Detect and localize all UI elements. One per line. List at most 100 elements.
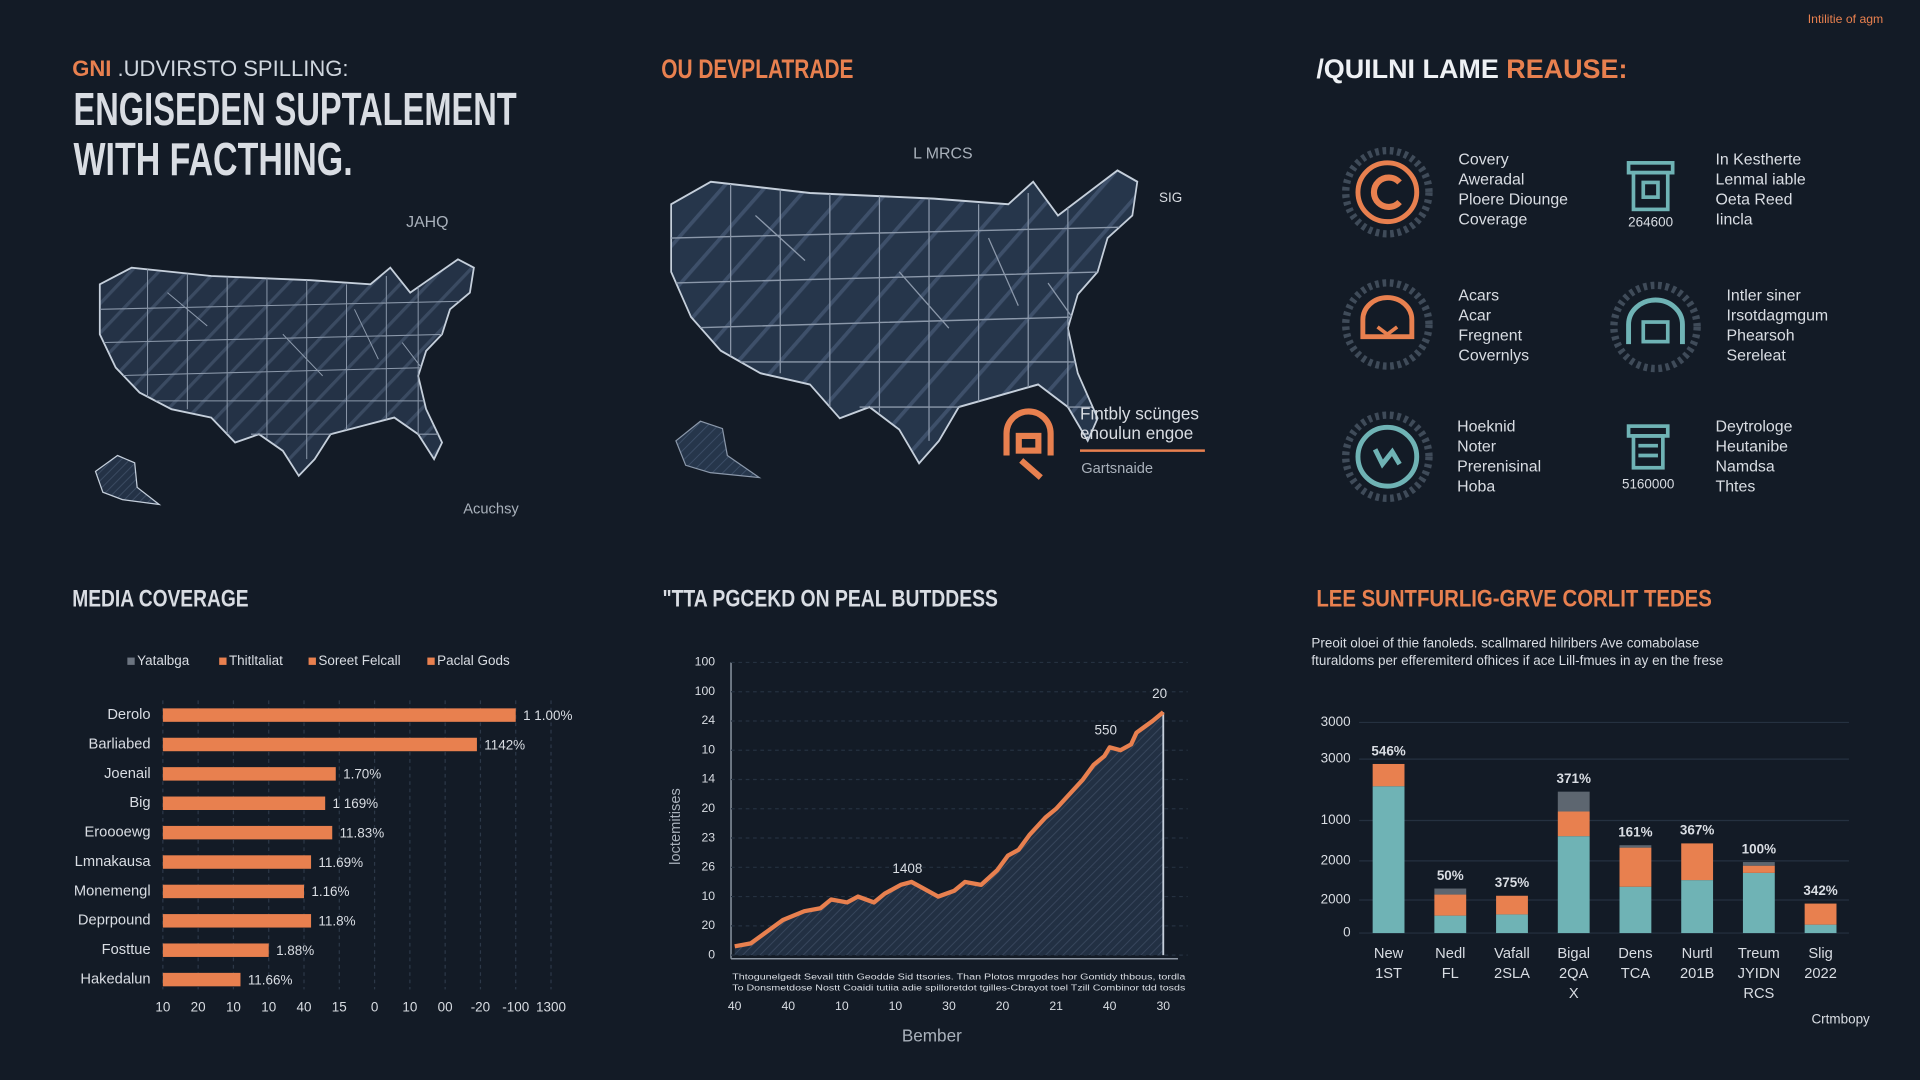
x-tick-label: 1300 (536, 999, 566, 1014)
bar-segment (1804, 903, 1837, 925)
bar (162, 825, 333, 840)
area (734, 712, 1164, 956)
feature-text: Hoeknid (1457, 419, 1515, 436)
category-label: Barliabed (89, 736, 151, 752)
y-tick-label: 3000 (1321, 714, 1351, 729)
feature-text: Acars (1458, 288, 1499, 305)
value-label: 11.66% (248, 972, 293, 987)
panel-title: /QUILNI LAME REAUSE: (1316, 54, 1627, 84)
value-label: 1 1.00% (523, 708, 572, 723)
x-tick-label: 10 (835, 999, 849, 1013)
y-tick-label: 20 (701, 918, 715, 932)
y-tick-label: 10 (701, 742, 715, 756)
x-tick-label: X (1569, 986, 1579, 1002)
map-label: JAHQ (406, 214, 448, 231)
header-title: ENGISEDEN SUPTALEMENT (73, 83, 516, 135)
total-label: 50% (1437, 868, 1464, 883)
value-label: 11.83% (340, 825, 385, 840)
icon (1626, 424, 1670, 470)
header-title: WITH FACTHING. (73, 133, 352, 185)
legend-swatch (308, 657, 316, 665)
bar (162, 855, 312, 869)
feature-text: Coverage (1458, 211, 1527, 228)
bar-segment (1742, 862, 1775, 866)
chart-title: LEE SUNTFURLIG-GRVE CORLIT TEDES (1316, 585, 1712, 612)
bar (162, 737, 477, 752)
x-tick-label: 15 (332, 999, 347, 1014)
total-label: 161% (1618, 825, 1652, 840)
x-tick-label: 10 (402, 999, 417, 1014)
x-tick-label: 40 (728, 999, 742, 1013)
y-tick-label: 26 (701, 860, 715, 874)
category-label: Lmnakausa (75, 854, 152, 870)
x-tick-label: 10 (155, 999, 170, 1014)
value-label: 1142% (484, 737, 525, 752)
chart-subtitle: Preoit oloei of thie fanoleds. scallmare… (1311, 636, 1699, 651)
pin-icon (1003, 408, 1054, 480)
value-label: 1.70% (343, 767, 381, 782)
chart-note: Thtogunelgedt Sevail ttith Geodde Sid tt… (732, 971, 1185, 981)
x-tick-label: Vafall (1494, 946, 1530, 962)
x-tick-label: 2SLA (1494, 966, 1530, 982)
y-tick-label: 10 (701, 889, 715, 903)
feature-text: Covernlys (1458, 347, 1529, 364)
category-label: Joenail (104, 766, 151, 782)
y-tick-label: 14 (701, 772, 715, 786)
total-label: 100% (1742, 841, 1776, 856)
kicker-accent: GNI (72, 56, 111, 81)
feature-text: Fregnent (1458, 327, 1522, 344)
x-tick-label: Nedl (1435, 946, 1465, 962)
legend-label: Yatalbga (137, 653, 190, 668)
feature-icons (1342, 146, 1701, 503)
y-tick-label: 2000 (1321, 892, 1351, 907)
chart-subtitle: fturaldoms per efferemiterd ofhices if a… (1311, 653, 1723, 668)
annotation: 1408 (892, 861, 922, 876)
x-tick-label: 10 (226, 999, 241, 1014)
feature-text: Oeta Reed (1716, 192, 1793, 209)
legend-swatch (427, 657, 435, 665)
panel-title: OU DEVPLATRADE (661, 54, 853, 84)
bar (162, 914, 312, 928)
legend-swatch (219, 657, 227, 665)
bar (162, 943, 269, 957)
bar (162, 708, 516, 722)
x-tick-label: Dens (1618, 946, 1652, 962)
x-tick-label: 0 (371, 999, 378, 1014)
map-label: L MRCS (913, 145, 973, 162)
map-label: Acuchsy (463, 501, 519, 517)
value-label: 1.16% (311, 884, 349, 899)
legend-label: Paclal Gods (437, 653, 510, 668)
y-tick-label: 23 (701, 830, 715, 844)
title-part: /QUILNI LAME (1316, 54, 1506, 84)
alaska (94, 454, 162, 506)
bar-segment (1681, 880, 1714, 934)
x-tick-label: 10 (261, 999, 276, 1014)
annotation: 550 (1094, 723, 1116, 738)
feature-text: Namdsa (1716, 458, 1775, 475)
alaska (675, 420, 762, 479)
y-tick-label: 24 (701, 713, 715, 727)
x-tick-label: 30 (1156, 999, 1170, 1013)
icon-label: 5160000 (1622, 476, 1674, 491)
total-label: 375% (1495, 875, 1529, 890)
y-tick-label: 1000 (1321, 812, 1351, 827)
feature-text: Prerenisinal (1457, 458, 1541, 475)
total-label: 367% (1680, 823, 1714, 838)
x-tick-label: 40 (781, 999, 795, 1013)
callout-sub: Gartsnaide (1081, 461, 1153, 477)
bar-segment (1557, 811, 1590, 837)
y-tick-label: 0 (708, 947, 715, 961)
feature-text: Noter (1457, 439, 1497, 456)
x-tick-label: JYIDN (1738, 966, 1780, 982)
x-tick-label: 2022 (1804, 966, 1837, 982)
bar-segment (1372, 786, 1405, 934)
bar (162, 884, 305, 899)
x-tick-label: 1ST (1375, 966, 1402, 982)
feature-text: Phearsoh (1727, 327, 1795, 344)
x-tick-label: TCA (1621, 966, 1651, 982)
bar-segment (1496, 914, 1528, 934)
x-tick-label: Nurtl (1682, 946, 1713, 962)
category-label: Fosttue (102, 942, 151, 958)
chart-title: MEDIA COVERAGE (72, 585, 248, 612)
